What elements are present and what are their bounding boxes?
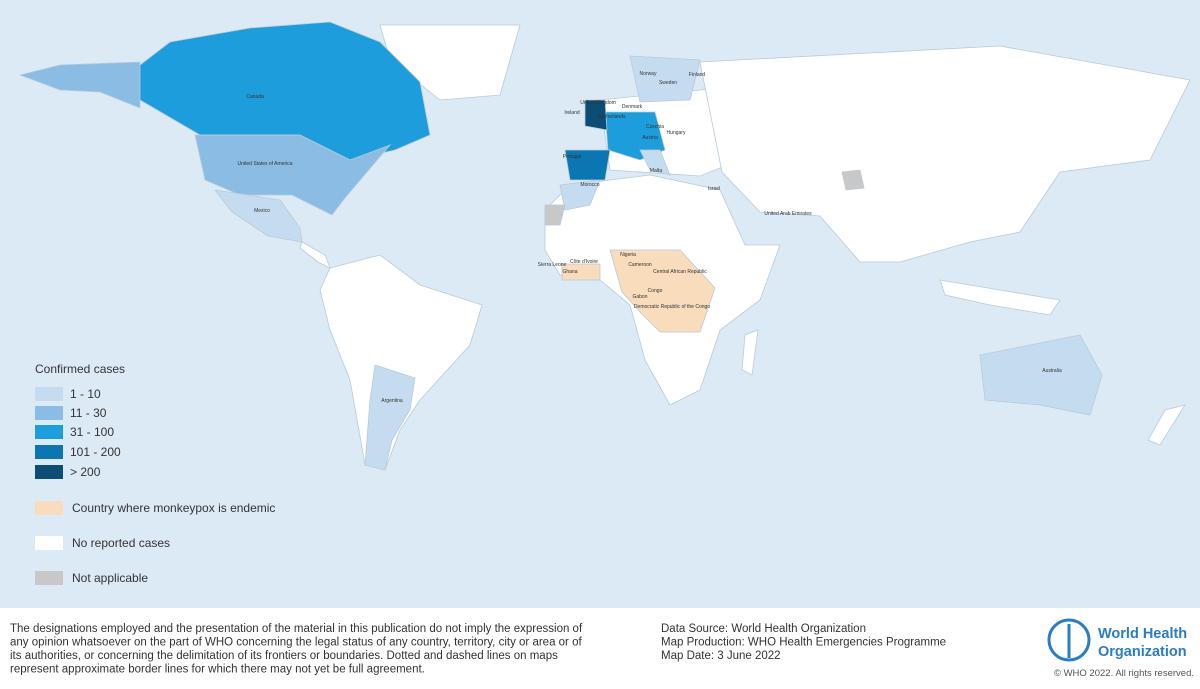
disclaimer-line: its authorities, or concerning the delim… (10, 650, 558, 662)
central-africa-endemic (609, 249, 716, 333)
country-label: United Arab Emirates (764, 211, 812, 217)
country-label: Netherlands (599, 114, 626, 120)
country-label: Côte d'Ivoire (570, 259, 598, 265)
country-label: Hungary (667, 130, 686, 136)
legend-swatch (35, 406, 63, 420)
legend: 1 - 10 11 - 30 31 - 100 101 - 200 > 200 Count… (35, 387, 275, 585)
legend-swatch (35, 387, 63, 401)
country-label: Sweden (659, 80, 677, 86)
country-label: Norway (640, 71, 657, 77)
legend-label: > 200 (70, 465, 101, 479)
country-label: Czechia (646, 124, 664, 130)
footer: The designations employed and the presen… (10, 623, 946, 676)
legend-label: 101 - 200 (70, 445, 121, 459)
country-label: Mexico (254, 208, 270, 214)
alaska (18, 61, 141, 109)
italy (639, 149, 671, 176)
madagascar (741, 329, 759, 376)
logo-text: Organization (1098, 644, 1187, 660)
country-label: Portugal (563, 154, 582, 160)
country-labels: Canada United States of America Mexico A… (237, 71, 1061, 404)
land (18, 21, 1191, 471)
legend-swatch (35, 501, 63, 515)
legend-swatch (35, 445, 63, 459)
south-america (319, 254, 483, 471)
country-label: Ghana (562, 269, 577, 275)
country-label: Israel (708, 186, 720, 192)
united-kingdom (584, 99, 608, 131)
country-label: Gabon (632, 294, 647, 300)
who-logo: World Health Organization © WHO 2022. Al… (1047, 618, 1194, 679)
country-label: Australia (1042, 368, 1062, 374)
legend-swatch (35, 536, 63, 550)
australia (979, 334, 1103, 416)
disclaimer-line: any opinion whatsoever on the part of WH… (10, 637, 582, 649)
country-label: Democratic Republic of the Congo (634, 304, 710, 310)
legend-label: Not applicable (72, 571, 148, 585)
iberia (564, 149, 611, 181)
country-label: Argentina (381, 398, 403, 404)
legend-label: 1 - 10 (70, 387, 101, 401)
legend-swatch (35, 571, 63, 585)
central-america (299, 241, 331, 269)
legend-label: Country where monkeypox is endemic (72, 501, 275, 515)
source-line: Map Production: WHO Health Emergencies P… (661, 637, 946, 649)
country-label: Cameroon (628, 262, 652, 268)
country-label: Morocco (580, 182, 599, 188)
legend-swatch (35, 465, 63, 479)
new-zealand (1147, 404, 1186, 446)
logo-text: World Health (1098, 626, 1187, 642)
legend-label: No reported cases (72, 536, 170, 550)
argentina (364, 364, 416, 471)
west-africa-endemic (561, 263, 601, 281)
copyright: © WHO 2022. All rights reserved. (1054, 668, 1194, 679)
country-label: Malta (650, 168, 662, 174)
country-label: Denmark (622, 104, 643, 110)
country-label: Canada (246, 94, 264, 100)
legend-title: Confirmed cases (35, 362, 125, 376)
legend-label: 11 - 30 (70, 406, 107, 420)
logo-emblem (1047, 618, 1091, 662)
country-label: Sierra Leone (538, 262, 567, 268)
country-label: Congo (648, 288, 663, 294)
disclaimer-line: represent approximate border lines for w… (10, 664, 425, 676)
western-sahara (544, 204, 566, 226)
source-line: Data Source: World Health Organization (661, 623, 866, 635)
legend-swatch (35, 425, 63, 439)
country-label: Nigeria (620, 252, 636, 258)
country-label: Ireland (564, 110, 580, 116)
scandinavia (629, 55, 701, 103)
kashmir (841, 169, 865, 191)
morocco (559, 179, 601, 211)
country-label: Finland (689, 72, 706, 78)
asia (699, 45, 1191, 263)
indonesia (939, 279, 1061, 316)
country-label: Austria (642, 135, 658, 141)
source-line: Map Date: 3 June 2022 (661, 650, 781, 662)
disclaimer-line: The designations employed and the presen… (10, 623, 583, 635)
legend-label: 31 - 100 (70, 425, 114, 439)
country-label: United Kingdom (580, 100, 616, 106)
country-label: United States of America (237, 161, 292, 167)
country-label: Central African Republic (653, 269, 707, 275)
